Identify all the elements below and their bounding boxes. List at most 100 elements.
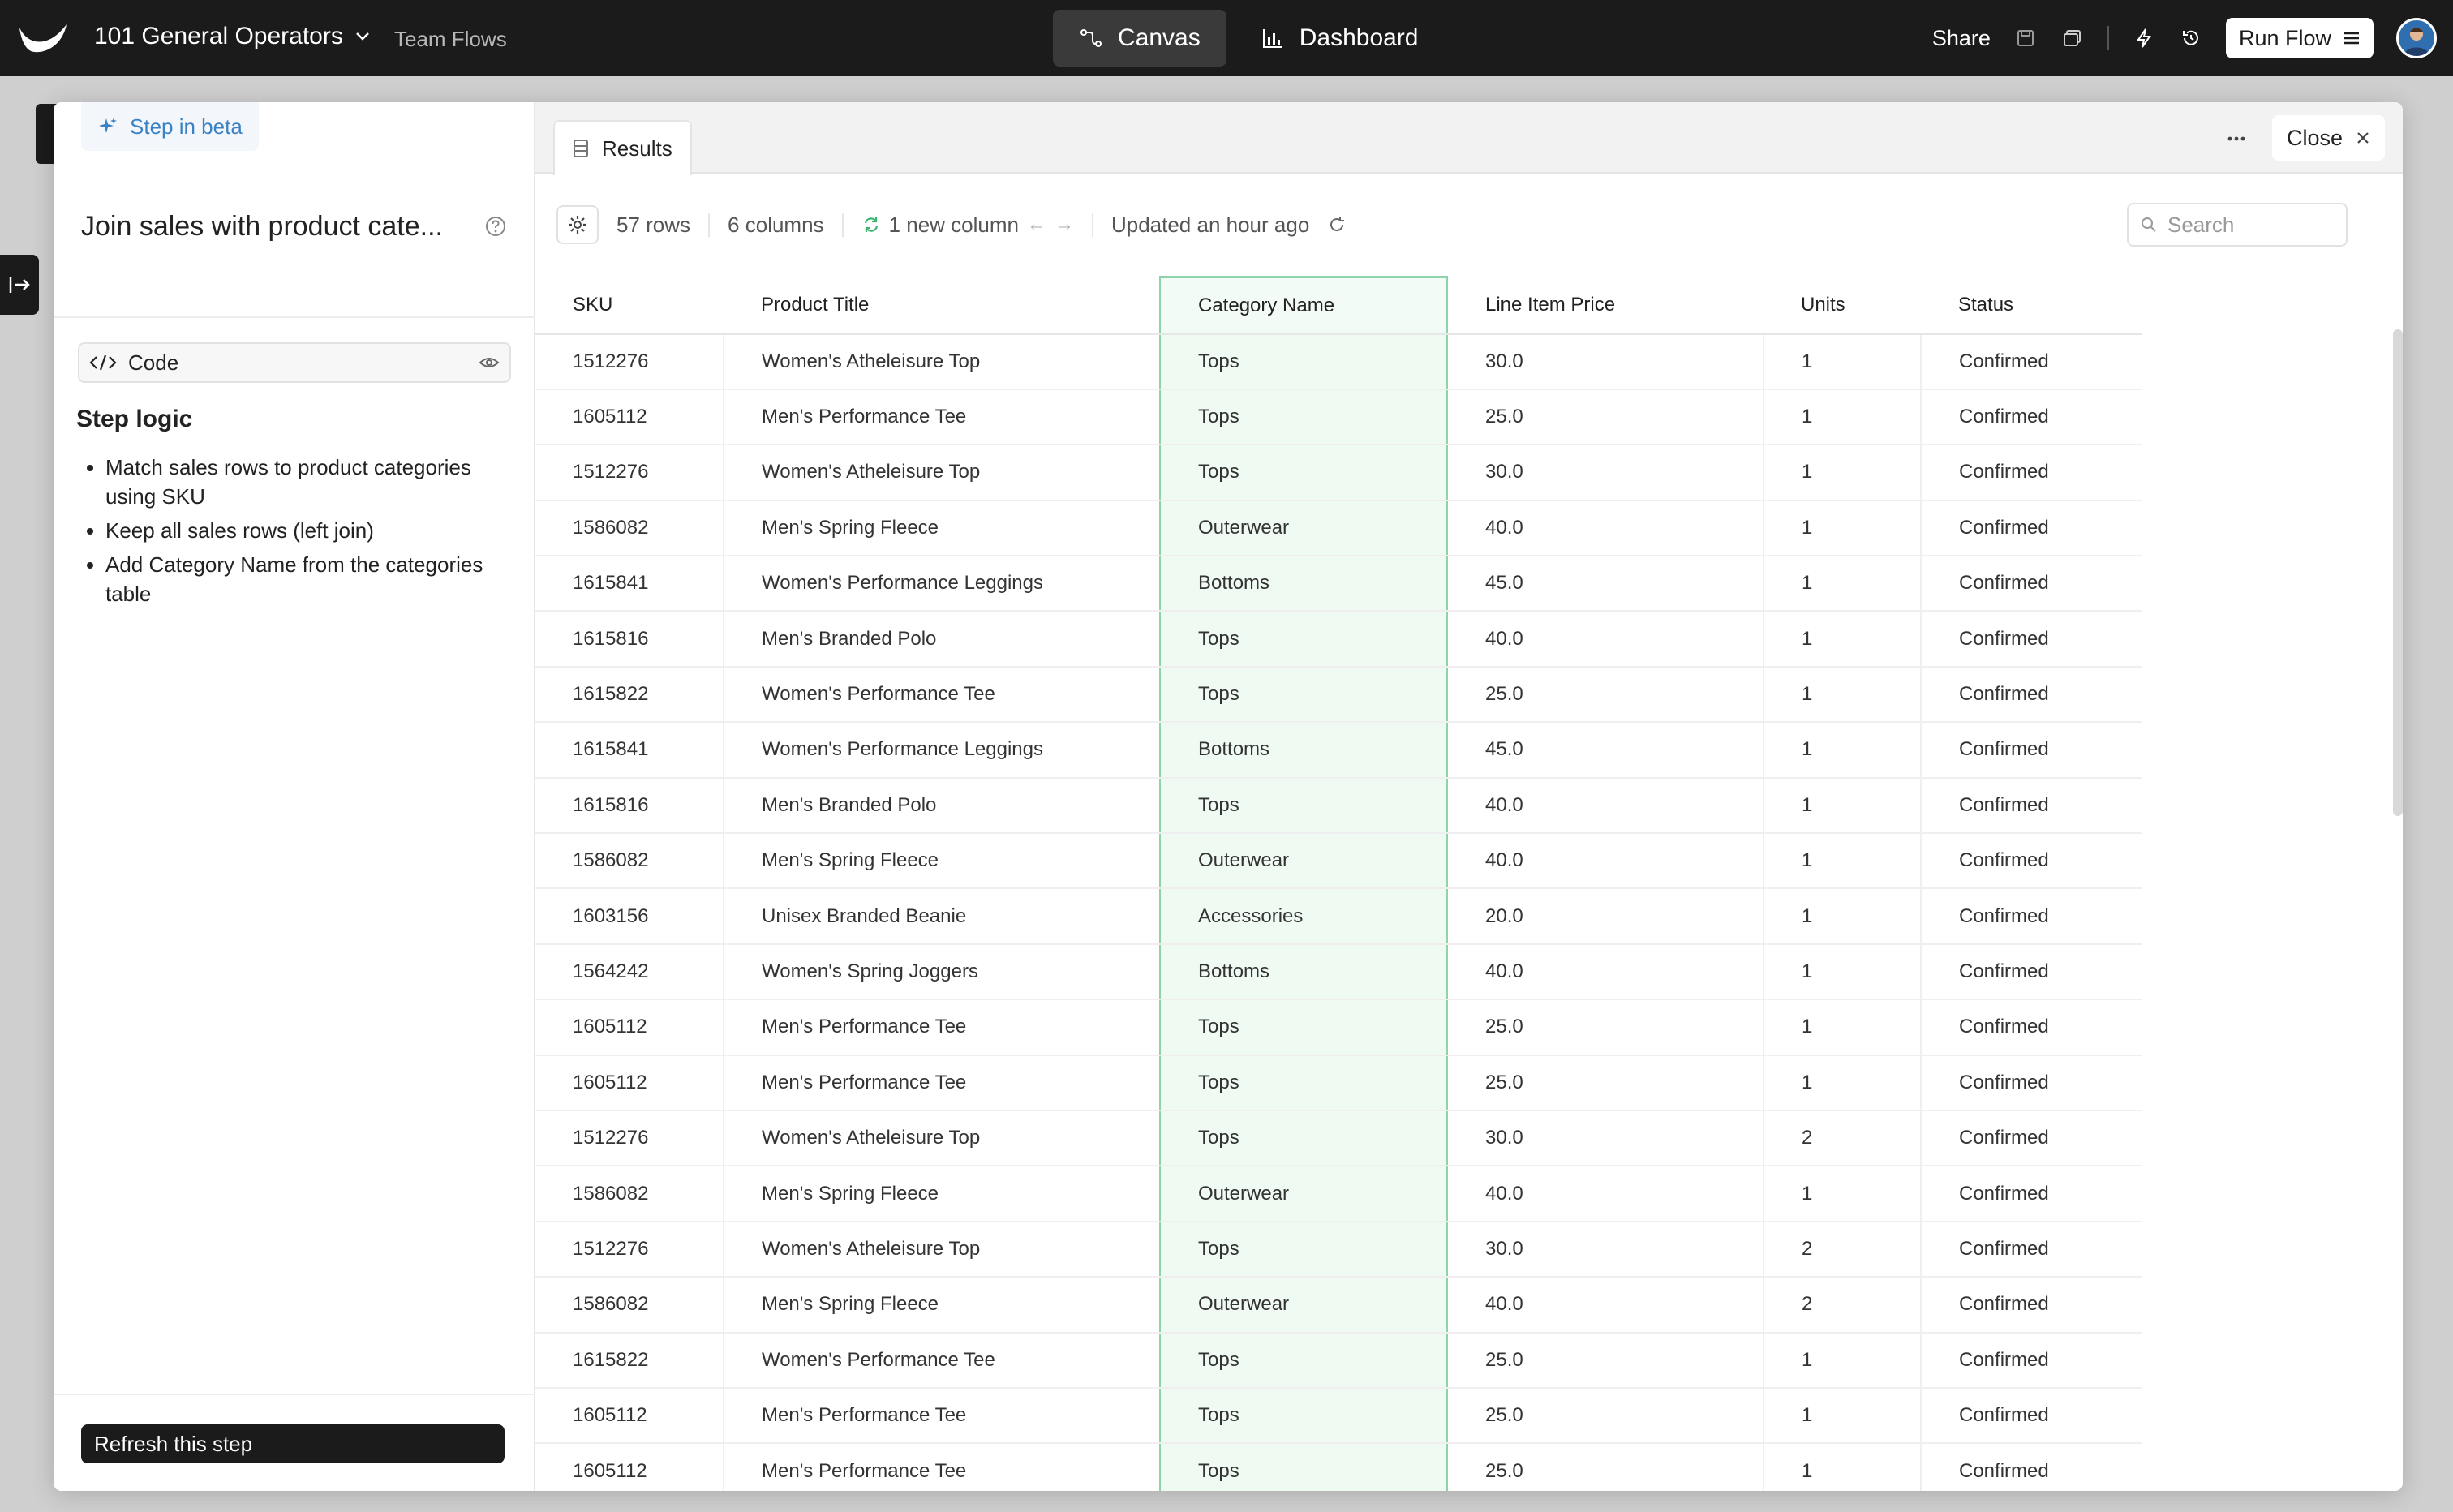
cell-product-title[interactable]: Men's Performance Tee bbox=[723, 1443, 1160, 1491]
cell-product-title[interactable]: Women's Atheleisure Top bbox=[723, 333, 1160, 390]
table-row[interactable]: 1615822 Women's Performance Tee Tops 25.0 1 C… bbox=[535, 666, 2142, 724]
cell-units[interactable]: 1 bbox=[1763, 888, 1921, 945]
cell-line-item-price[interactable]: 25.0 bbox=[1446, 1332, 1763, 1389]
cell-line-item-price[interactable]: 25.0 bbox=[1446, 1055, 1763, 1111]
cell-units[interactable]: 1 bbox=[1763, 833, 1921, 890]
cell-line-item-price[interactable]: 40.0 bbox=[1446, 1166, 1763, 1222]
cell-units[interactable]: 1 bbox=[1763, 666, 1921, 724]
column-header-line-item-price[interactable]: Line Item Price bbox=[1447, 277, 1763, 335]
cell-product-title[interactable]: Women's Atheleisure Top bbox=[723, 1110, 1160, 1167]
refresh-step-button[interactable]: Refresh this step bbox=[81, 1424, 505, 1463]
tab-results[interactable]: Results bbox=[553, 120, 692, 175]
settings-button[interactable] bbox=[556, 205, 599, 244]
cell-sku[interactable]: 1512276 bbox=[535, 1110, 724, 1167]
cell-units[interactable]: 1 bbox=[1763, 1055, 1921, 1111]
cell-units[interactable]: 1 bbox=[1763, 1166, 1921, 1222]
table-row[interactable]: 1605112 Men's Performance Tee Tops 25.0 1 Con… bbox=[535, 999, 2142, 1056]
step-title[interactable]: Join sales with product cate... bbox=[81, 211, 444, 242]
arrow-right-icon[interactable]: → bbox=[1054, 213, 1074, 235]
cell-sku[interactable]: 1512276 bbox=[535, 445, 724, 501]
cell-status[interactable]: Confirmed bbox=[1920, 389, 2142, 446]
column-header-status[interactable]: Status bbox=[1921, 277, 2142, 335]
cell-category-name[interactable]: Tops bbox=[1159, 777, 1448, 835]
cell-product-title[interactable]: Women's Atheleisure Top bbox=[723, 1221, 1160, 1278]
more-options-icon[interactable] bbox=[2224, 127, 2249, 151]
cell-status[interactable]: Confirmed bbox=[1920, 556, 2142, 612]
cell-sku[interactable]: 1603156 bbox=[535, 888, 724, 945]
cell-category-name[interactable]: Bottoms bbox=[1159, 556, 1448, 612]
cell-status[interactable]: Confirmed bbox=[1920, 833, 2142, 890]
cell-units[interactable]: 1 bbox=[1763, 1387, 1921, 1445]
eye-icon[interactable] bbox=[479, 354, 500, 371]
cell-line-item-price[interactable]: 25.0 bbox=[1446, 666, 1763, 724]
cell-units[interactable]: 1 bbox=[1763, 445, 1921, 501]
cell-product-title[interactable]: Unisex Branded Beanie bbox=[723, 888, 1160, 945]
cell-line-item-price[interactable]: 40.0 bbox=[1446, 777, 1763, 835]
cell-line-item-price[interactable]: 30.0 bbox=[1446, 1110, 1763, 1167]
cell-units[interactable]: 1 bbox=[1763, 1443, 1921, 1491]
cell-category-name[interactable]: Tops bbox=[1159, 1110, 1448, 1167]
cell-category-name[interactable]: Tops bbox=[1159, 1221, 1448, 1278]
cell-status[interactable]: Confirmed bbox=[1920, 1221, 2142, 1278]
cell-product-title[interactable]: Men's Spring Fleece bbox=[723, 500, 1160, 557]
table-row[interactable]: 1605112 Men's Performance Tee Tops 25.0 1 Con… bbox=[535, 1387, 2142, 1445]
close-button[interactable]: Close bbox=[2271, 115, 2385, 161]
cell-category-name[interactable]: Outerwear bbox=[1159, 1277, 1448, 1334]
cell-line-item-price[interactable]: 30.0 bbox=[1446, 1221, 1763, 1278]
help-icon[interactable] bbox=[483, 214, 508, 238]
avatar[interactable] bbox=[2396, 18, 2437, 58]
cell-status[interactable]: Confirmed bbox=[1920, 943, 2142, 1001]
table-row[interactable]: 1615822 Women's Performance Tee Tops 25.0 1 C… bbox=[535, 1332, 2142, 1389]
cell-units[interactable]: 1 bbox=[1763, 333, 1921, 390]
table-row[interactable]: 1512276 Women's Atheleisure Top Tops 30.0 2 C… bbox=[535, 1221, 2142, 1278]
table-row[interactable]: 1603156 Unisex Branded Beanie Accessories 2… bbox=[535, 888, 2142, 945]
cell-product-title[interactable]: Women's Performance Leggings bbox=[723, 722, 1160, 779]
cell-category-name[interactable]: Tops bbox=[1159, 1055, 1448, 1111]
cell-status[interactable]: Confirmed bbox=[1920, 999, 2142, 1056]
tab-dashboard[interactable]: Dashboard bbox=[1235, 10, 1445, 67]
cell-category-name[interactable]: Tops bbox=[1159, 999, 1448, 1056]
cell-sku[interactable]: 1615841 bbox=[535, 722, 724, 779]
cell-status[interactable]: Confirmed bbox=[1920, 888, 2142, 945]
cell-category-name[interactable]: Tops bbox=[1159, 611, 1448, 668]
cell-category-name[interactable]: Tops bbox=[1159, 1332, 1448, 1389]
cell-units[interactable]: 2 bbox=[1763, 1277, 1921, 1334]
cell-category-name[interactable]: Outerwear bbox=[1159, 500, 1448, 557]
cell-status[interactable]: Confirmed bbox=[1920, 1277, 2142, 1334]
cell-status[interactable]: Confirmed bbox=[1920, 1166, 2142, 1222]
cell-product-title[interactable]: Women's Spring Joggers bbox=[723, 943, 1160, 1001]
table-row[interactable]: 1615841 Women's Performance Leggings Botto… bbox=[535, 722, 2142, 779]
cell-line-item-price[interactable]: 40.0 bbox=[1446, 833, 1763, 890]
cell-product-title[interactable]: Men's Branded Polo bbox=[723, 777, 1160, 835]
cell-status[interactable]: Confirmed bbox=[1920, 1110, 2142, 1167]
cell-line-item-price[interactable]: 25.0 bbox=[1446, 389, 1763, 446]
cell-sku[interactable]: 1615822 bbox=[535, 1332, 724, 1389]
cell-units[interactable]: 1 bbox=[1763, 556, 1921, 612]
cell-sku[interactable]: 1605112 bbox=[535, 999, 724, 1056]
cell-category-name[interactable]: Outerwear bbox=[1159, 833, 1448, 890]
share-button[interactable]: Share bbox=[1931, 25, 1991, 50]
cell-status[interactable]: Confirmed bbox=[1920, 333, 2142, 390]
cell-category-name[interactable]: Outerwear bbox=[1159, 1166, 1448, 1222]
cell-units[interactable]: 1 bbox=[1763, 1332, 1921, 1389]
cell-status[interactable]: Confirmed bbox=[1920, 722, 2142, 779]
cell-product-title[interactable]: Men's Spring Fleece bbox=[723, 1166, 1160, 1222]
cell-product-title[interactable]: Men's Performance Tee bbox=[723, 999, 1160, 1056]
cell-sku[interactable]: 1615816 bbox=[535, 777, 724, 835]
cell-sku[interactable]: 1586082 bbox=[535, 833, 724, 890]
cell-units[interactable]: 1 bbox=[1763, 389, 1921, 446]
cell-product-title[interactable]: Women's Atheleisure Top bbox=[723, 445, 1160, 501]
column-header-category-name[interactable]: Category Name bbox=[1159, 276, 1448, 335]
versions-icon[interactable] bbox=[2060, 26, 2085, 50]
cell-sku[interactable]: 1512276 bbox=[535, 1221, 724, 1278]
cell-status[interactable]: Confirmed bbox=[1920, 500, 2142, 557]
cell-sku[interactable]: 1564242 bbox=[535, 943, 724, 1001]
cell-sku[interactable]: 1605112 bbox=[535, 1055, 724, 1111]
refresh-icon[interactable] bbox=[1327, 215, 1347, 234]
cell-line-item-price[interactable]: 20.0 bbox=[1446, 888, 1763, 945]
cell-status[interactable]: Confirmed bbox=[1920, 666, 2142, 724]
cell-sku[interactable]: 1615816 bbox=[535, 611, 724, 668]
expand-sidebar-button[interactable] bbox=[0, 255, 39, 315]
scrollbar[interactable] bbox=[2393, 329, 2403, 816]
cell-status[interactable]: Confirmed bbox=[1920, 1055, 2142, 1111]
